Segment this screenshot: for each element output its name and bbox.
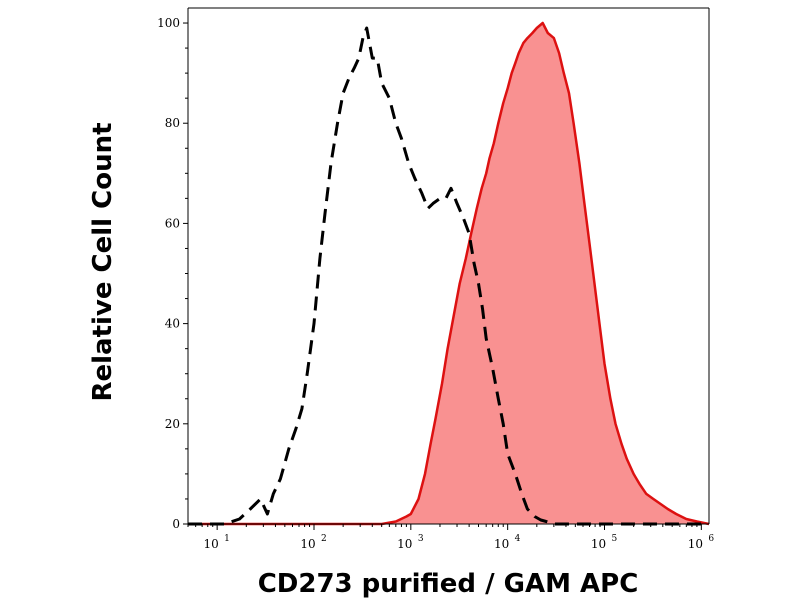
y-tick-label: 20 — [165, 417, 180, 431]
axis-ticks: 0 20 40 60 80 100 10 1 10 2 10 3 10 4 10 5 10 6 — [157, 16, 714, 551]
x-tick-label: 10 — [300, 537, 315, 551]
x-tick-label: 10 — [494, 537, 509, 551]
x-axis-label: CD273 purified / GAM APC — [258, 569, 639, 599]
y-tick-label: 60 — [165, 216, 180, 230]
x-tick-exponent: 1 — [224, 534, 230, 544]
x-tick-exponent: 5 — [611, 534, 617, 544]
series-0-line — [188, 26, 709, 526]
axes — [187, 7, 710, 525]
x-tick-exponent: 6 — [708, 534, 714, 544]
y-axis-label: Relative Cell Count — [88, 122, 118, 401]
series-1-area — [188, 23, 709, 524]
x-tick-label: 10 — [204, 537, 219, 551]
x-tick-exponent: 3 — [418, 534, 424, 544]
x-tick-label: 10 — [688, 537, 703, 551]
x-tick-label: 10 — [397, 537, 412, 551]
plot-area — [188, 21, 710, 526]
x-tick-label: 10 — [591, 537, 606, 551]
y-tick-label: 100 — [157, 16, 180, 30]
y-tick-label: 40 — [165, 317, 180, 331]
x-tick-exponent: 2 — [321, 534, 327, 544]
y-tick-label: 80 — [165, 116, 180, 130]
x-tick-exponent: 4 — [515, 534, 521, 544]
series-1-line — [188, 21, 710, 526]
y-tick-label: 0 — [172, 517, 180, 531]
